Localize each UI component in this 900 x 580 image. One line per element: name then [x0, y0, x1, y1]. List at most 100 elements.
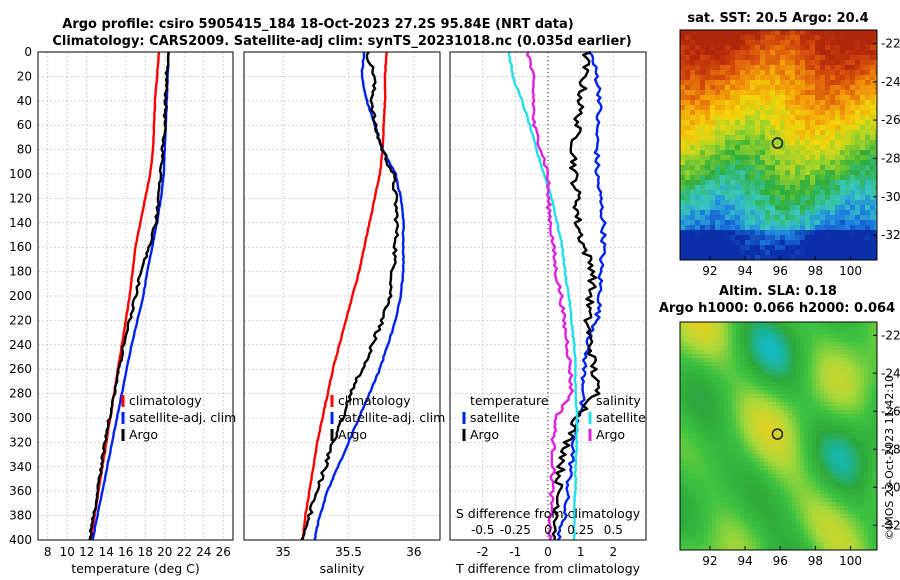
map-cell — [820, 470, 825, 475]
map-cell — [755, 240, 761, 246]
map-cell — [832, 458, 837, 463]
map-cell — [828, 406, 833, 411]
map-cell — [740, 366, 745, 371]
map-cell — [772, 466, 777, 471]
map-cell — [685, 35, 691, 41]
map-cell — [695, 215, 701, 221]
map-cell — [855, 70, 861, 76]
map-cell — [740, 490, 745, 495]
map-cell — [732, 470, 737, 475]
map-cell — [808, 382, 813, 387]
map-cell — [792, 502, 797, 507]
map-cell — [845, 35, 851, 41]
map-cell — [705, 85, 711, 91]
map-cell — [816, 510, 821, 515]
map-cell — [732, 498, 737, 503]
map-cell — [835, 220, 841, 226]
map-cell — [804, 354, 809, 359]
map-cell — [740, 510, 745, 515]
map-cell — [752, 406, 757, 411]
map-cell — [820, 220, 826, 226]
map-cell — [740, 60, 746, 66]
map-cell — [788, 418, 793, 423]
map-cell — [772, 358, 777, 363]
map-cell — [784, 398, 789, 403]
map-cell — [772, 338, 777, 343]
map-cell — [812, 530, 817, 535]
map-cell — [700, 490, 705, 495]
map-cell — [748, 330, 753, 335]
map-cell — [775, 55, 781, 61]
map-cell — [760, 438, 765, 443]
map-cell — [700, 354, 705, 359]
map-cell — [850, 210, 856, 216]
map-cell — [720, 386, 725, 391]
map-cell — [836, 414, 841, 419]
map-cell — [830, 100, 836, 106]
map-cell — [685, 75, 691, 81]
map-cell — [852, 358, 857, 363]
map-cell — [800, 30, 806, 36]
map-cell — [788, 334, 793, 339]
map-cell — [855, 145, 861, 151]
map-cell — [844, 486, 849, 491]
map-cell — [805, 210, 811, 216]
map-cell — [708, 374, 713, 379]
map-cell — [870, 170, 876, 176]
map-cell — [725, 155, 731, 161]
map-cell — [832, 462, 837, 467]
map-cell — [804, 470, 809, 475]
map-cell — [775, 95, 781, 101]
map-cell — [840, 542, 845, 547]
map-cell — [830, 170, 836, 176]
map-cell — [700, 115, 706, 121]
map-cell — [796, 506, 801, 511]
map-cell — [688, 334, 693, 339]
map-cell — [770, 120, 776, 126]
map-cell — [816, 486, 821, 491]
map-cell — [765, 215, 771, 221]
map-cell — [836, 390, 841, 395]
map-cell — [772, 486, 777, 491]
map-cell — [720, 362, 725, 367]
map-cell — [770, 40, 776, 46]
map-cell — [820, 482, 825, 487]
map-cell — [760, 322, 765, 327]
map-cell — [836, 478, 841, 483]
map-cell — [840, 175, 846, 181]
map-cell — [868, 322, 873, 327]
map-cell — [812, 382, 817, 387]
map-cell — [750, 180, 756, 186]
map-cell — [875, 180, 878, 186]
map-cell — [750, 80, 756, 86]
map-cell — [844, 422, 849, 427]
map-cell — [820, 215, 826, 221]
map-cell — [820, 105, 826, 111]
map-cell — [784, 442, 789, 447]
map-cell — [852, 402, 857, 407]
map-cell — [692, 494, 697, 499]
map-cell — [796, 530, 801, 535]
map-cell — [785, 70, 791, 76]
map-cell — [700, 538, 705, 543]
map-cell — [720, 35, 726, 41]
map-cell — [705, 210, 711, 216]
map-cell — [776, 426, 781, 431]
map-cell — [728, 442, 733, 447]
map-cell — [852, 374, 857, 379]
map-cell — [856, 502, 861, 507]
map-cell — [788, 514, 793, 519]
map-cell — [864, 506, 869, 511]
map-cell — [850, 60, 856, 66]
map-cell — [728, 398, 733, 403]
map-cell — [692, 514, 697, 519]
map-cell — [725, 235, 731, 241]
map-cell — [750, 70, 756, 76]
map-cell — [815, 170, 821, 176]
map-cell — [720, 150, 726, 156]
map-cell — [785, 195, 791, 201]
map-cell — [704, 370, 709, 375]
map-cell — [692, 486, 697, 491]
map-cell — [864, 406, 869, 411]
map-cell — [748, 546, 753, 551]
